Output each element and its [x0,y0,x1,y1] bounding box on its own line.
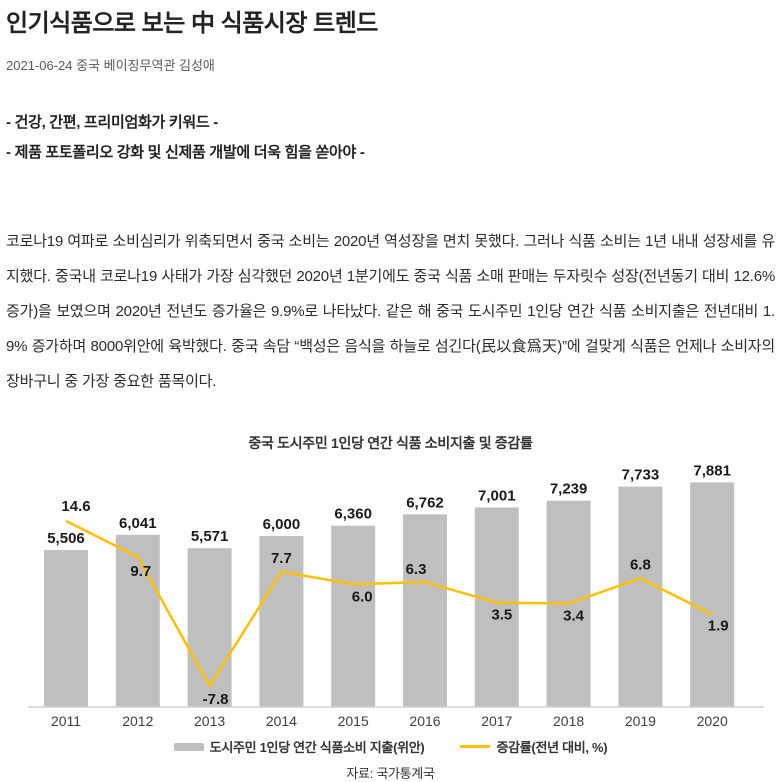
year-label: 2018 [553,713,584,729]
bar [259,536,304,708]
line-value-label: 6.0 [352,588,373,605]
trend-line [65,519,713,688]
bar-value-label: 6,000 [263,516,301,533]
article-page: 인기식품으로 보는 中 식품시장 트렌드 2021-06-24 중국 베이징무역… [6,10,775,781]
chart-title: 중국 도시주민 1인당 연간 식품 소비지출 및 증감률 [248,435,533,452]
year-label: 2020 [697,713,728,729]
bar [115,535,160,708]
year-label: 2017 [481,713,512,729]
page-title: 인기식품으로 보는 中 식품시장 트렌드 [6,10,378,37]
line-value-label: 9.7 [130,563,151,580]
bar [187,548,232,708]
year-label: 2011 [51,713,81,729]
year-label: 2013 [194,713,225,729]
line-value-label: 6.8 [630,557,651,574]
body-paragraph: 코로나19 여파로 소비심리가 위축되면서 중국 소비는 2020년 역성장을 … [6,233,775,391]
bar-value-label: 6,360 [334,506,372,523]
bar-value-label: 7,881 [693,463,731,480]
year-label: 2012 [122,713,153,729]
bar-value-label: 6,762 [406,494,444,511]
bar-value-label: 7,001 [478,488,516,505]
year-label: 2019 [625,713,656,729]
bar-value-label: 6,041 [119,515,157,532]
bar-value-label: 7,239 [550,481,588,498]
byline: 2021-06-24 중국 베이징무역관 김성애 [6,58,215,74]
bar-value-label: 5,506 [47,530,85,547]
year-label: 2015 [338,713,369,729]
combo-chart-canvas: 5,506 6,041 5,571 6,000 6,360 6,762 7,001 7,239… [28,463,764,729]
keypoints: - 건강, 간편, 프리미엄화가 키워드 - - 제품 포토폴리오 강화 및 신… [6,108,775,168]
bar-value-label: 5,571 [191,528,229,545]
bar [690,482,735,708]
line-value-label: -7.8 [203,691,229,708]
bar [618,486,663,708]
bar [474,507,519,708]
bar [403,514,447,708]
bar-value-label: 7,733 [622,467,660,484]
year-label: 2016 [409,713,440,729]
keypoint-2: - 제품 포토폴리오 강화 및 신제품 개발에 더욱 힘을 쏟아야 - [6,144,365,162]
chart-source: 자료: 국가통계국 [346,766,435,782]
bar [44,550,88,708]
year-label: 2014 [266,713,297,729]
line-value-label: 14.6 [61,498,90,515]
keypoint-1: - 건강, 간편, 프리미엄화가 키워드 - [6,114,218,132]
chart-figure: 중국 도시주민 1인당 연간 식품 소비지출 및 증감률 5,506 6,041 5… [6,433,775,782]
line-value-label: 6.3 [406,561,427,578]
line-value-label: 3.4 [563,608,585,625]
line-value-label: 7.7 [271,550,292,567]
bar [331,525,376,708]
combo-chart: 5,506 6,041 5,571 6,000 6,360 6,762 7,001 7,239… [26,455,775,735]
line-value-label: 1.9 [708,618,729,635]
line-value-label: 3.5 [491,607,512,624]
